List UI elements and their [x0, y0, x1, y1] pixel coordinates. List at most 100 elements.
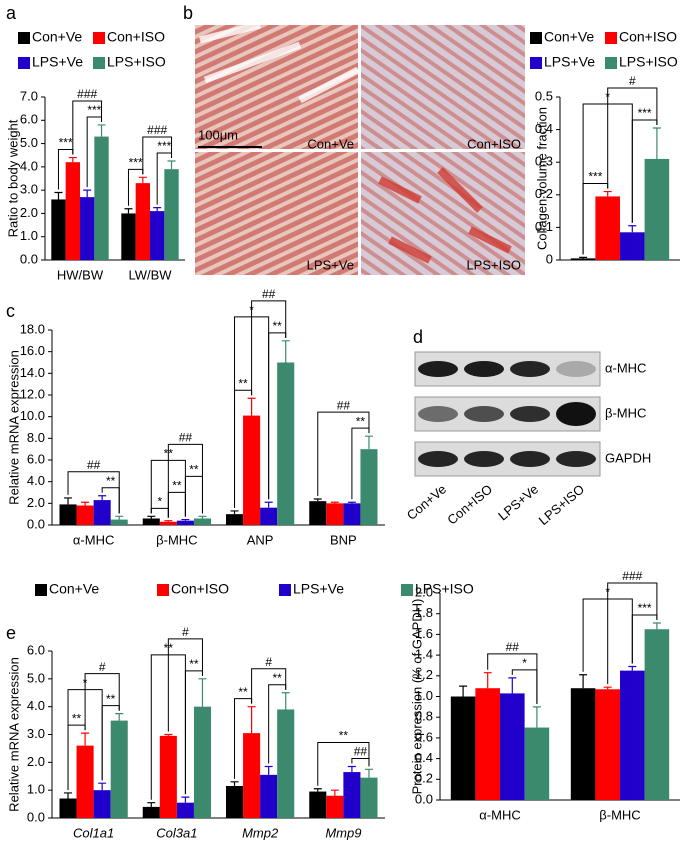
- sig-label: **: [106, 474, 116, 488]
- y-tick-label: 0.2: [415, 771, 433, 786]
- y-axis-label: Protein expression (% of GAPDH): [409, 599, 424, 795]
- image-label: LPS+ISO: [466, 257, 521, 272]
- y-tick-label: 0.5: [535, 88, 553, 103]
- legend-label: Con+ISO: [107, 29, 165, 45]
- y-tick-label: 1.0: [27, 782, 45, 797]
- sig-label: **: [189, 463, 199, 477]
- y-tick-label: 12.0: [20, 386, 45, 401]
- panel-letter: b: [183, 3, 193, 23]
- y-tick-label: 0.8: [415, 709, 433, 724]
- panel-letter: d: [413, 327, 423, 347]
- legend-swatch: [157, 584, 169, 596]
- error-bar: [330, 501, 339, 504]
- sig-bracket: [251, 300, 287, 396]
- bar: [570, 258, 596, 260]
- sig-label: ***: [638, 106, 652, 120]
- sig-bracket: [167, 638, 203, 732]
- bar: [150, 211, 165, 260]
- tissue-fiber: [378, 167, 512, 264]
- y-tick-label: 4.0: [27, 698, 45, 713]
- blot-band: [510, 361, 550, 377]
- x-tick-label: β-MHC: [599, 807, 640, 822]
- bar: [193, 706, 212, 818]
- legend-label: LPS+Ve: [32, 54, 83, 70]
- x-tick-label: α-MHC: [73, 532, 114, 547]
- image-label: LPS+Ve: [307, 257, 354, 272]
- sig-label: ###: [622, 569, 642, 583]
- sig-bracket: [167, 491, 186, 518]
- y-tick-label: 1.0: [20, 228, 38, 243]
- sig-label: ***: [87, 103, 101, 117]
- error-bar: [230, 781, 239, 786]
- bar: [59, 798, 77, 818]
- image-label: Con+ISO: [467, 136, 521, 151]
- sig-bracket: [84, 673, 120, 731]
- bar: [80, 197, 95, 260]
- blot-band: [510, 451, 550, 467]
- error-bar: [68, 156, 77, 163]
- sig-label: ##: [87, 458, 101, 472]
- legend-swatch: [93, 57, 105, 69]
- y-tick-label: 3.0: [27, 726, 45, 741]
- blot-band: [556, 402, 596, 426]
- y-tick-label: 16.0: [20, 343, 45, 358]
- lane-label: Con+Ve: [404, 481, 449, 522]
- legend-label: LPS+ISO: [415, 581, 474, 597]
- legend-swatch: [605, 32, 617, 44]
- bar: [93, 500, 111, 525]
- error-bar: [603, 190, 612, 197]
- legend-label: LPS+Ve: [293, 581, 344, 597]
- band-label: β-MHC: [605, 405, 646, 420]
- y-tick-label: 14.0: [20, 365, 45, 380]
- bar: [309, 791, 327, 818]
- error-bar: [124, 208, 133, 214]
- blot-band: [464, 451, 504, 467]
- error-bar: [115, 713, 124, 721]
- error-bar: [330, 789, 339, 796]
- error-bar: [347, 765, 356, 773]
- error-bar: [603, 686, 612, 690]
- sig-label: **: [339, 729, 349, 743]
- error-bar: [181, 796, 190, 803]
- error-bar: [281, 340, 290, 363]
- y-tick-label: 6.0: [20, 112, 38, 127]
- sig-label: *: [157, 495, 162, 509]
- sig-label: #: [629, 74, 636, 88]
- bar: [76, 505, 94, 525]
- bar: [110, 720, 128, 818]
- legend-swatch: [401, 584, 413, 596]
- error-bar: [483, 672, 492, 689]
- blot-band: [418, 451, 458, 467]
- bar: [360, 777, 378, 818]
- blot-band: [510, 406, 550, 422]
- y-tick-label: 0.0: [20, 251, 38, 266]
- error-bar: [313, 498, 322, 502]
- bar: [524, 727, 550, 800]
- bar: [243, 415, 261, 525]
- error-bar: [364, 435, 373, 450]
- y-tick-label: 5.0: [27, 670, 45, 685]
- bar: [595, 196, 620, 260]
- y-tick-label: 0: [546, 251, 553, 266]
- y-tick-label: 0.4: [415, 750, 433, 765]
- y-tick-label: 0.4: [535, 121, 553, 136]
- error-bar: [98, 782, 107, 791]
- legend-label: Con+Ve: [32, 29, 82, 45]
- error-bar: [83, 189, 92, 198]
- bar: [176, 802, 194, 818]
- y-tick-label: 1.4: [415, 647, 433, 662]
- y-tick-label: 0.0: [27, 809, 45, 824]
- scale-label: 100μm: [198, 127, 238, 142]
- y-tick-label: 1.2: [415, 667, 433, 682]
- panel-letter: a: [6, 3, 17, 23]
- error-bar: [164, 520, 173, 522]
- x-tick-label: LW/BW: [128, 267, 172, 282]
- legend-swatch: [279, 584, 291, 596]
- bar: [450, 696, 476, 800]
- bar: [326, 503, 344, 525]
- error-bar: [198, 678, 207, 707]
- sig-bracket: [167, 443, 203, 518]
- bar: [360, 449, 378, 525]
- bar: [142, 518, 160, 525]
